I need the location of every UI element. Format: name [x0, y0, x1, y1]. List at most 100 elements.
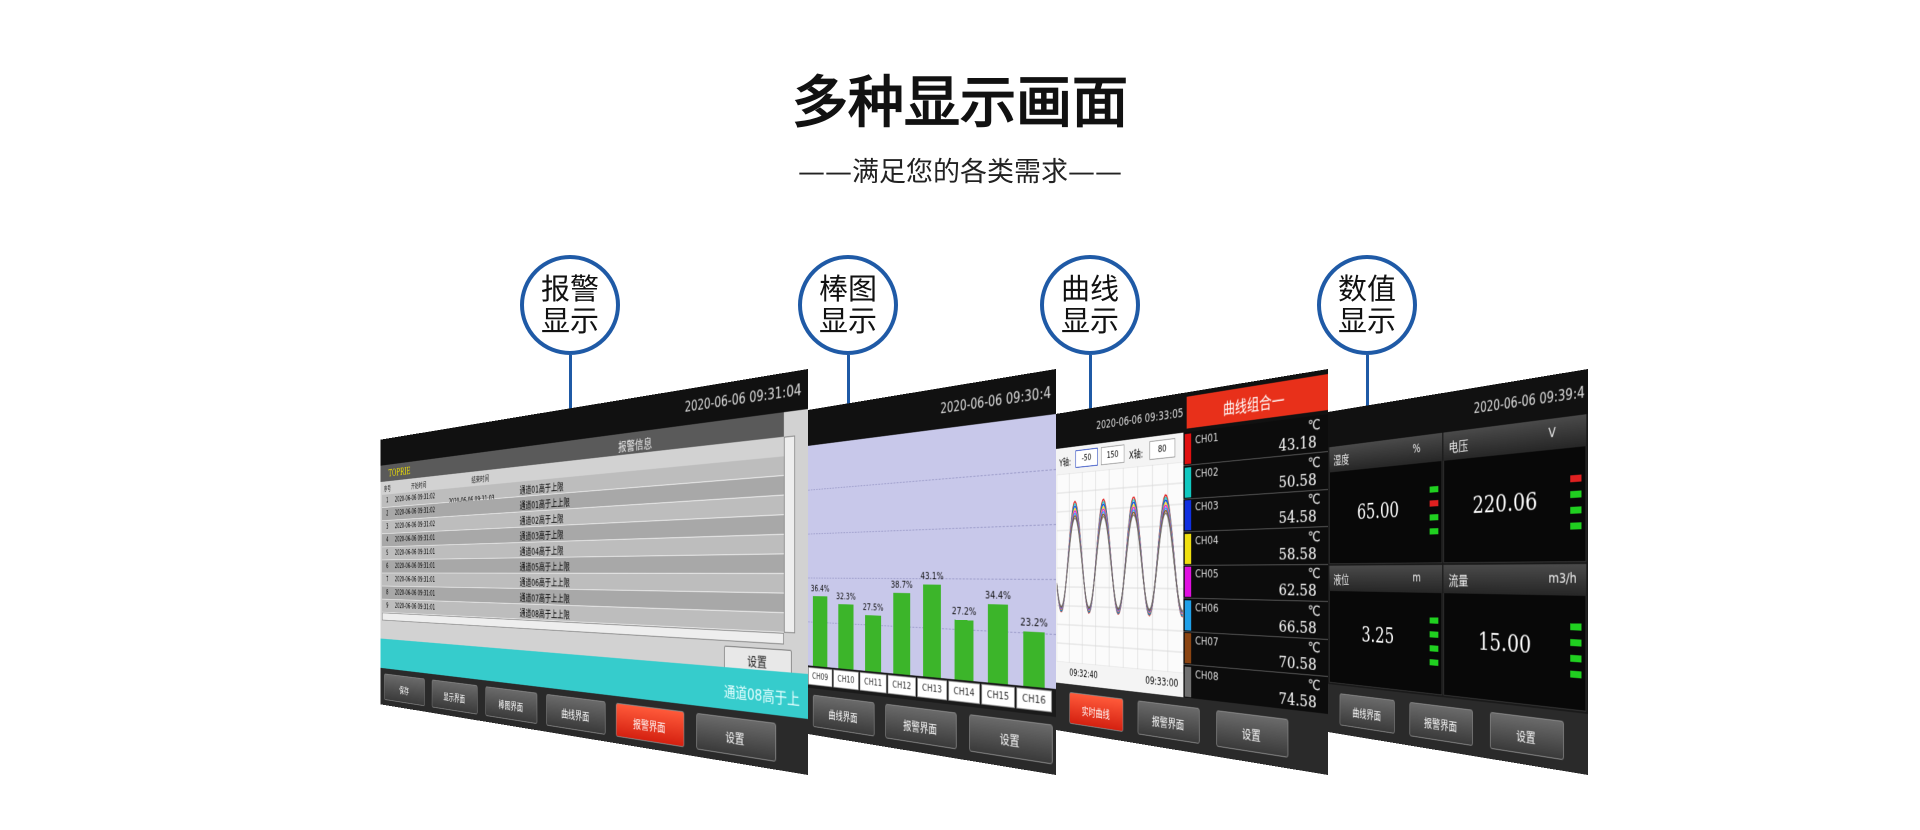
led	[1429, 485, 1439, 493]
start-time: 2020-06-06 09:31:01	[394, 534, 436, 544]
grid-line	[1057, 643, 1184, 652]
tile-name: 流量	[1448, 572, 1469, 590]
badge: 数值 显示	[1317, 255, 1417, 355]
row-number: 7	[386, 575, 389, 584]
row-number: 9	[386, 602, 389, 610]
tile-unit: m3/h	[1548, 571, 1577, 587]
led	[1570, 522, 1582, 530]
grid-line	[1057, 525, 1184, 530]
curve	[1057, 504, 1183, 613]
grid-line	[1057, 624, 1184, 631]
channel-value: 62.58	[1278, 580, 1317, 601]
channel-name: CH07	[1195, 634, 1219, 650]
channel-stripe	[1184, 566, 1192, 597]
logo: TOPRIE	[388, 464, 411, 480]
bar-label: 27.5%	[862, 601, 884, 614]
bar-label: 27.2%	[951, 604, 977, 618]
bar-label: 38.7%	[890, 579, 913, 591]
led	[1429, 631, 1439, 638]
bar-label: 43.1%	[920, 569, 944, 582]
row-number: 5	[386, 549, 389, 557]
title: 多种显示画面	[792, 71, 1128, 136]
grid-line	[1057, 568, 1184, 569]
badge: 棒图 显示	[798, 255, 898, 355]
badge-stem	[1089, 355, 1092, 425]
bar	[812, 595, 828, 668]
led	[1570, 670, 1582, 679]
start-time: 2020-06-06 09:31:01	[394, 562, 436, 571]
badge-stem	[569, 355, 572, 425]
bar-label: 23.2%	[1020, 615, 1048, 630]
badge-stem	[1366, 355, 1369, 425]
channel-unit: ℃	[1307, 602, 1321, 620]
y-axis-label: Y轴:	[1059, 456, 1072, 469]
row-number: 1	[386, 496, 389, 505]
led	[1429, 617, 1439, 624]
alarm-message: 通道05高于上上限	[519, 561, 570, 573]
badge-text: 显示	[1337, 304, 1396, 338]
led	[1570, 490, 1582, 499]
tile-unit: %	[1412, 441, 1421, 457]
channel-unit: ℃	[1307, 528, 1321, 545]
led	[1429, 499, 1439, 507]
led	[1429, 528, 1439, 535]
subtitle: ——满足您的各类需求——	[798, 157, 1122, 188]
bar	[1023, 631, 1045, 688]
row-number: 3	[386, 523, 389, 531]
badge-stem	[847, 355, 850, 425]
bar	[865, 615, 882, 673]
channel-name: CH02	[1195, 464, 1219, 481]
start-time: 2020-06-06 09:31:01	[394, 575, 436, 584]
start-time: 2020-06-06 09:31:01	[394, 548, 436, 557]
tile-name: 液位	[1333, 572, 1350, 588]
badge-text: 显示	[1060, 304, 1119, 338]
led	[1429, 659, 1439, 666]
led	[1570, 654, 1582, 663]
led	[1570, 639, 1582, 647]
channel-value: 66.58	[1278, 616, 1317, 638]
grid-line	[1057, 483, 1184, 493]
curve	[1057, 509, 1183, 611]
led	[1429, 645, 1439, 652]
channel-stripe	[1184, 466, 1192, 498]
tile-unit: V	[1548, 424, 1556, 442]
row-number: 6	[386, 562, 389, 571]
curve	[1057, 507, 1183, 613]
channel-value: 50.58	[1278, 469, 1317, 492]
channel-stripe	[1184, 632, 1192, 664]
channel-name: CH04	[1195, 533, 1219, 548]
badge-text: 显示	[540, 304, 599, 338]
badge-text: 曲线	[1060, 272, 1119, 306]
grid-line	[1057, 546, 1184, 549]
channel-stripe	[1184, 500, 1192, 531]
curve-plot	[1056, 461, 1184, 674]
x-axis-label: X轴:	[1128, 447, 1144, 462]
channel-name: CH05	[1195, 567, 1219, 582]
row-number: 2	[386, 510, 389, 518]
led	[1570, 474, 1582, 483]
tile-name: 电压	[1448, 437, 1469, 456]
badge-text: 显示	[818, 304, 877, 338]
scrollbar	[783, 435, 796, 634]
screen: 2020-06-06 09:31:04 TOPRIE 序号 开始时间 结束时间 报警信息 1…	[380, 369, 808, 775]
badge: 曲线 显示	[1040, 255, 1140, 355]
led	[1570, 623, 1582, 631]
channel-name: CH01	[1195, 430, 1219, 448]
led	[1570, 506, 1582, 514]
alarm-message: 通道04高于上限	[519, 545, 564, 558]
alarm-message: 通道03高于上限	[519, 529, 564, 543]
row-number: 8	[386, 589, 389, 597]
channel-name: CH03	[1195, 499, 1219, 515]
channel-stripe	[1184, 433, 1192, 465]
channel-stripe	[1184, 666, 1192, 697]
channel-name: CH06	[1195, 600, 1219, 616]
tile-name: 湿度	[1333, 451, 1350, 469]
badge: 报警 显示	[520, 255, 620, 355]
led	[1429, 514, 1439, 521]
column-header: 序号	[383, 485, 391, 494]
badge-text: 数值	[1337, 272, 1396, 306]
bar	[987, 604, 1008, 685]
tile-unit: m	[1412, 571, 1421, 585]
badge-text: 棒图	[818, 272, 877, 306]
